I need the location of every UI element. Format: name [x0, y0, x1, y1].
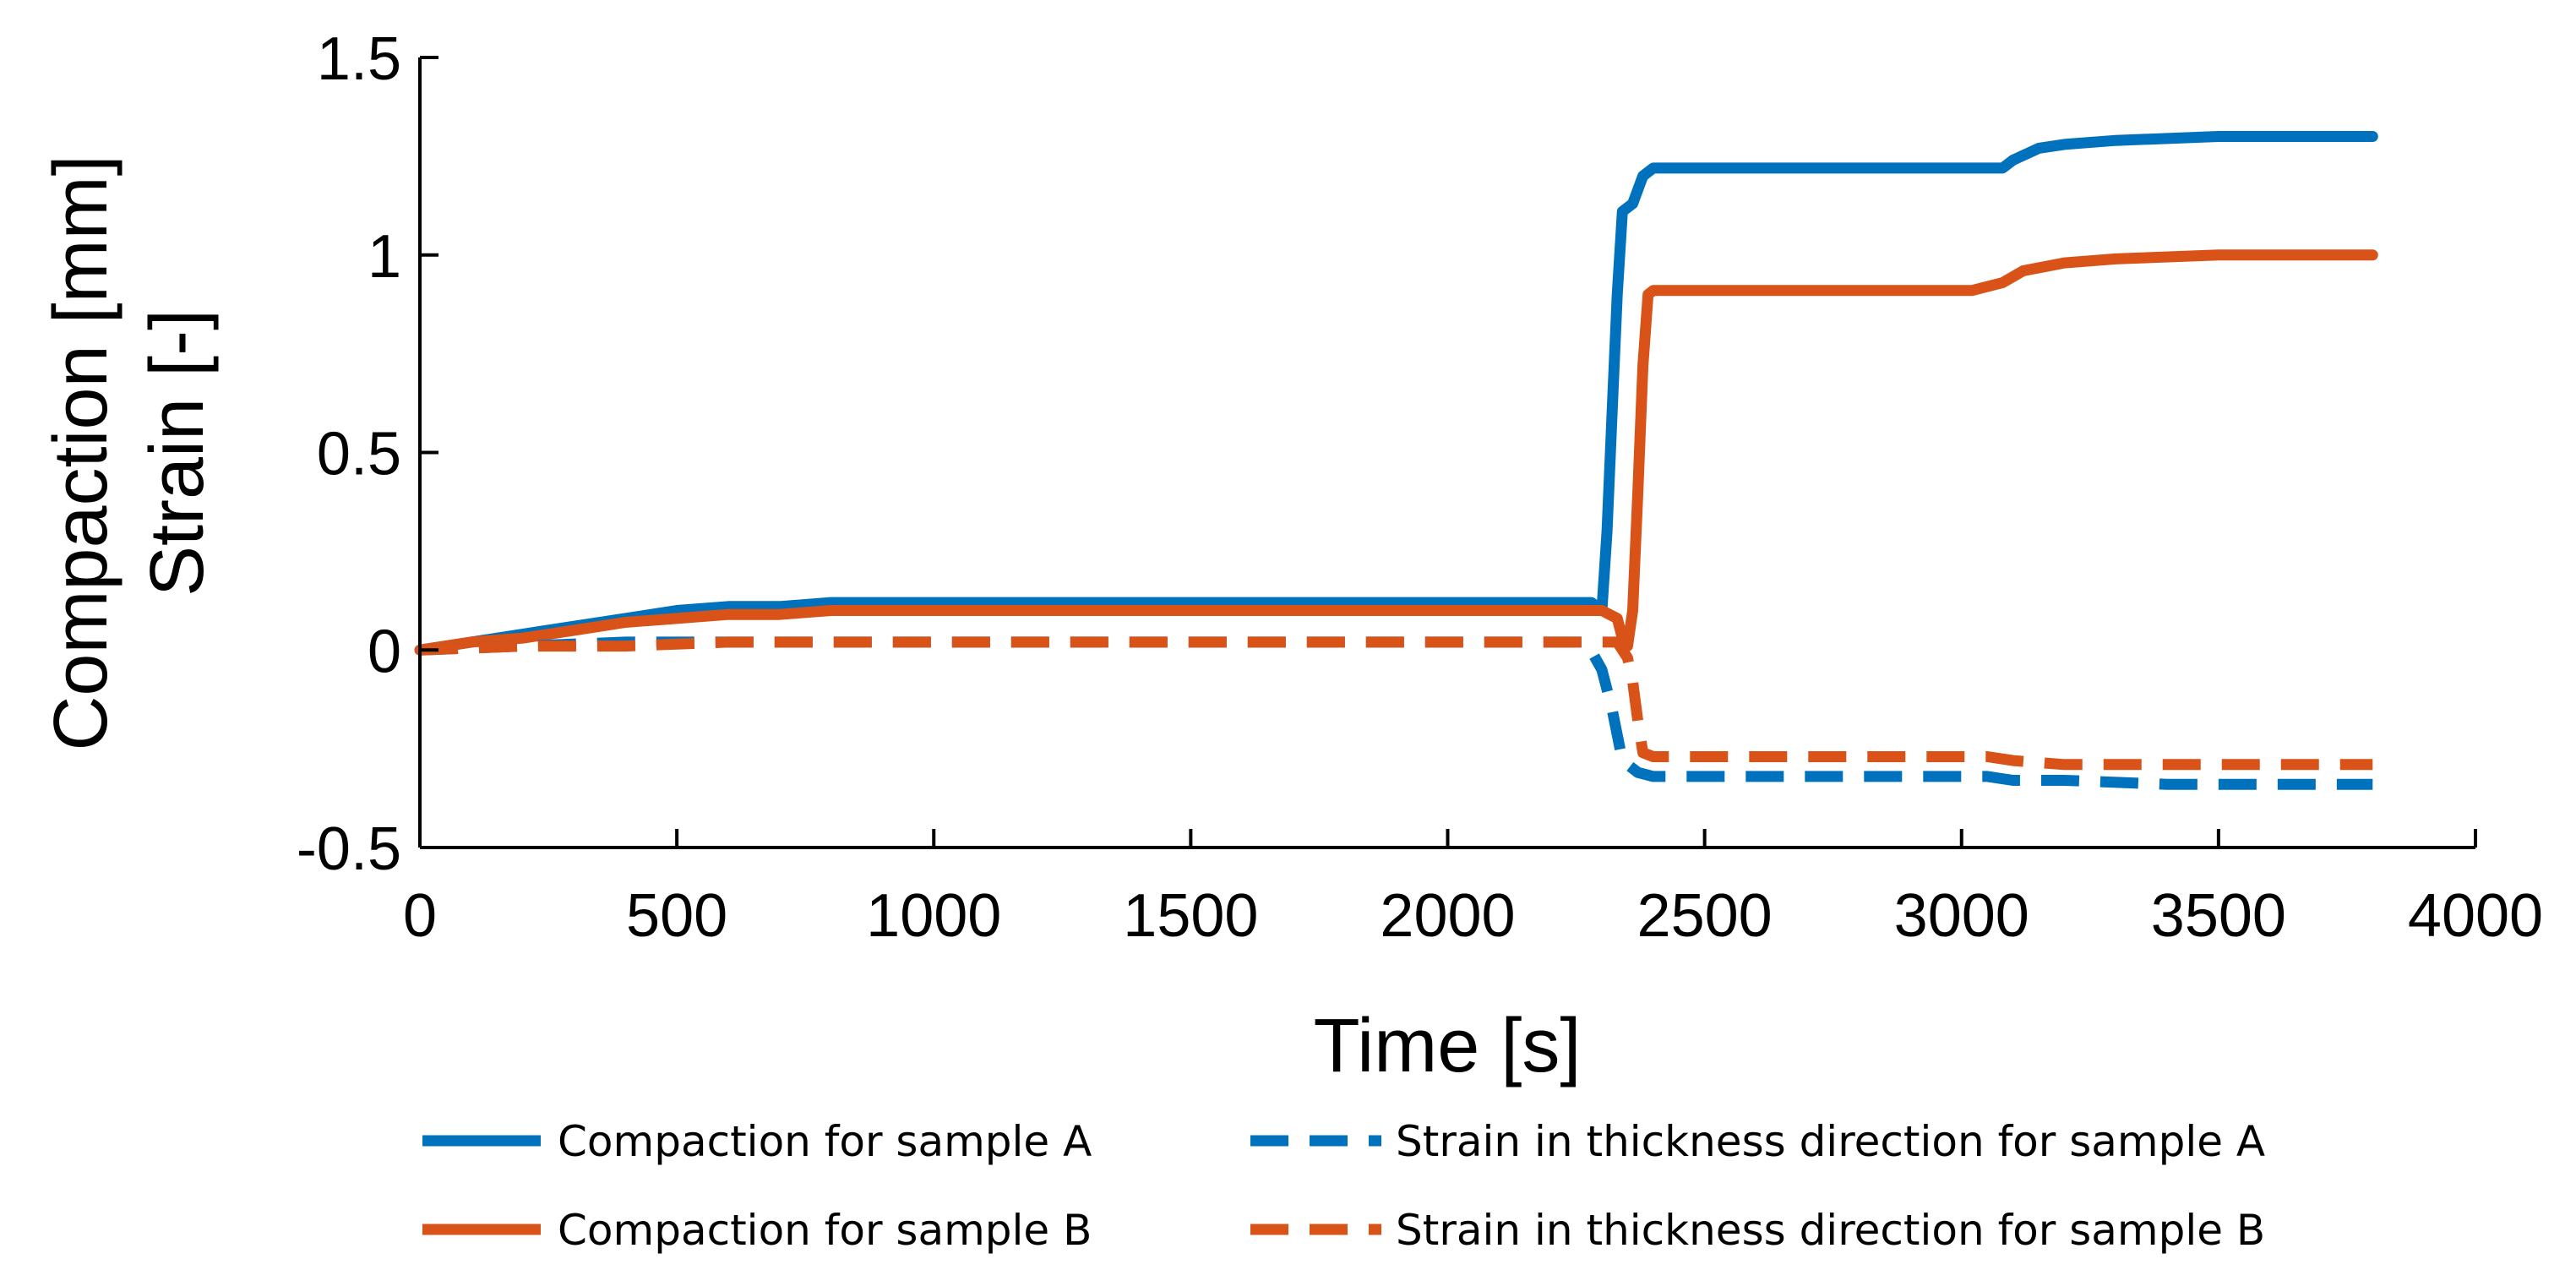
y-tick-label: 0.5 — [317, 421, 401, 488]
y-axis-label-strain: Strain [-] — [135, 309, 220, 597]
legend-item-compaction-b: Compaction for sample B — [422, 1206, 1092, 1255]
series-line-4 — [419, 636, 2373, 771]
x-tick-label: 3500 — [2151, 882, 2286, 950]
x-tick-label: 1000 — [866, 882, 1001, 950]
x-tick-label: 2000 — [1380, 882, 1515, 950]
series-line-2 — [414, 249, 2378, 656]
series-layer — [414, 131, 2378, 790]
y-tick-label: -0.5 — [297, 815, 401, 883]
x-axis-label: Time [s] — [1314, 1004, 1582, 1088]
y-tick-label: 0 — [368, 618, 401, 685]
legend-label-strain-b: Strain in thickness direction for sample… — [1396, 1206, 2265, 1255]
legend-item-strain-a: Strain in thickness direction for sample… — [1250, 1117, 2265, 1166]
y-axis-label-compaction: Compaction [mm] — [39, 155, 123, 750]
legend-item-compaction-a: Compaction for sample A — [422, 1117, 1092, 1166]
series-line-1 — [414, 131, 2378, 656]
legend-label-compaction-b: Compaction for sample B — [558, 1206, 1092, 1255]
x-tick-label: 2500 — [1637, 882, 1773, 950]
y-ticks: -0.5 0 0.5 1 1.5 — [297, 25, 438, 883]
x-ticks: 0 500 1000 1500 2000 2500 3000 3500 4000 — [403, 829, 2543, 950]
x-tick-label: 3000 — [1894, 882, 2029, 950]
legend-label-compaction-a: Compaction for sample A — [558, 1117, 1092, 1166]
y-tick-label: 1.5 — [317, 25, 401, 93]
x-tick-label: 0 — [403, 882, 437, 950]
y-tick-label: 1 — [368, 223, 401, 291]
x-tick-label: 1500 — [1123, 882, 1258, 950]
x-tick-label: 4000 — [2408, 882, 2543, 950]
x-tick-label: 500 — [626, 882, 727, 950]
legend: Compaction for sample A Strain in thickn… — [422, 1117, 2265, 1255]
legend-label-strain-a: Strain in thickness direction for sample… — [1396, 1117, 2265, 1166]
plot-area: 0 500 1000 1500 2000 2500 3000 3500 4000 -0.500.… — [297, 25, 2543, 950]
legend-item-strain-b: Strain in thickness direction for sample… — [1250, 1206, 2265, 1255]
